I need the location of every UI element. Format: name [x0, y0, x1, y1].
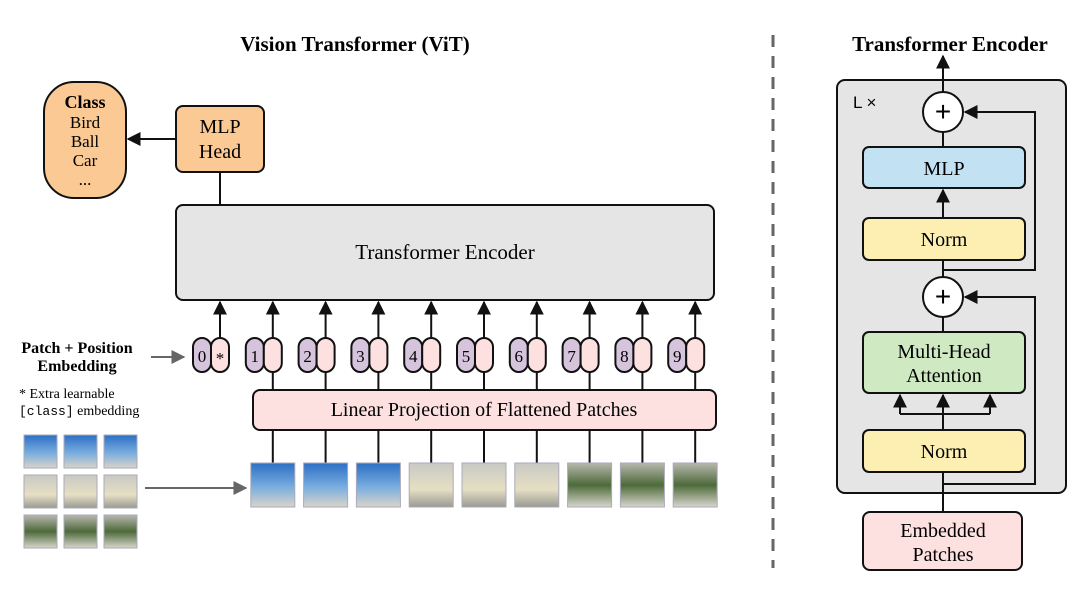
position-index: 1 [251, 347, 260, 366]
position-index: 6 [515, 347, 524, 366]
embedding-label: Patch + Position [21, 340, 132, 357]
transformer-encoder-box [175, 204, 715, 301]
class-item: Car [73, 151, 98, 170]
residual-connection-1 [943, 290, 1036, 485]
embedded-patches-box [862, 511, 1023, 571]
position-index: 7 [567, 347, 576, 366]
transformer-encoder-label: Transformer Encoder [355, 240, 534, 264]
image-patch [103, 474, 138, 509]
norm-label: Norm [921, 441, 968, 463]
patch-embedding-9 [685, 337, 706, 373]
linear-projection-label: Linear Projection of Flattened Patches [331, 399, 638, 421]
image-patch [461, 462, 507, 508]
footnote-line2: [class] embedding [19, 404, 139, 419]
embedded-patches-label: Patches [912, 544, 973, 566]
image-patch [63, 514, 98, 549]
image-patch [567, 462, 613, 508]
patch-embedding-5 [474, 337, 494, 373]
image-patch [303, 462, 349, 508]
encoder-title: Transformer Encoder [852, 32, 1048, 56]
class-item: Ball [71, 132, 100, 151]
image-patch [103, 434, 138, 469]
image-patch [408, 462, 454, 508]
patch-embedding-6 [526, 337, 547, 373]
vit-title: Vision Transformer (ViT) [240, 32, 469, 56]
attention-label: Multi-Head [897, 341, 990, 363]
patch-embedding-1 [262, 337, 283, 373]
attention-box [862, 331, 1026, 394]
position-index: 2 [303, 347, 312, 366]
image-patch [103, 514, 138, 549]
position-index: 8 [620, 347, 629, 366]
image-patch [63, 474, 98, 509]
token-sequence: 0 * 1 2 3 4 5 6 7 8 9 [192, 300, 706, 390]
class-token-mark: * [216, 349, 225, 368]
position-index: 0 [198, 347, 207, 366]
mlp-label: MLP [923, 158, 964, 180]
class-heading: Class [64, 92, 105, 112]
plus-symbol: + [935, 281, 951, 312]
image-patch [23, 434, 58, 469]
patch-embedding-2 [315, 337, 336, 373]
image-patch [514, 462, 560, 508]
patch-embedding-7 [579, 337, 600, 373]
footnote-line1: * Extra learnable [19, 387, 115, 402]
embedded-patches-label: Embedded [900, 520, 986, 542]
footnote-rest: embedding [74, 404, 140, 419]
mlp-head-label: MLP [199, 116, 240, 138]
attention-label: Attention [906, 365, 982, 387]
qkv-branch [900, 413, 990, 430]
embedding-label: Embedding [37, 358, 116, 375]
class-item: Bird [70, 113, 101, 132]
image-patch [63, 434, 98, 469]
class-item: ... [79, 170, 92, 189]
patch-embedding-8 [632, 337, 653, 373]
position-index: 9 [673, 347, 682, 366]
image-patch [250, 462, 296, 508]
repeat-label: L × [853, 93, 876, 112]
plus-symbol: + [935, 96, 951, 127]
class-code: [class] [19, 404, 74, 419]
flattened-patches [250, 430, 718, 508]
mlp-box [862, 146, 1026, 189]
position-index: 3 [356, 347, 365, 366]
norm-label: Norm [921, 229, 968, 251]
image-patch [619, 462, 665, 508]
position-index: 5 [462, 347, 471, 366]
class-output-box [43, 81, 127, 199]
residual-connection-2 [943, 105, 1036, 271]
image-patch [23, 514, 58, 549]
patch-embedding-3 [368, 337, 389, 373]
image-patch-grid [23, 434, 138, 549]
patch-embedding-4 [421, 337, 442, 373]
image-patch [23, 474, 58, 509]
mlp-head-label: Head [199, 141, 241, 163]
position-index: 4 [409, 347, 418, 366]
image-patch [355, 462, 401, 508]
image-patch [672, 462, 718, 508]
